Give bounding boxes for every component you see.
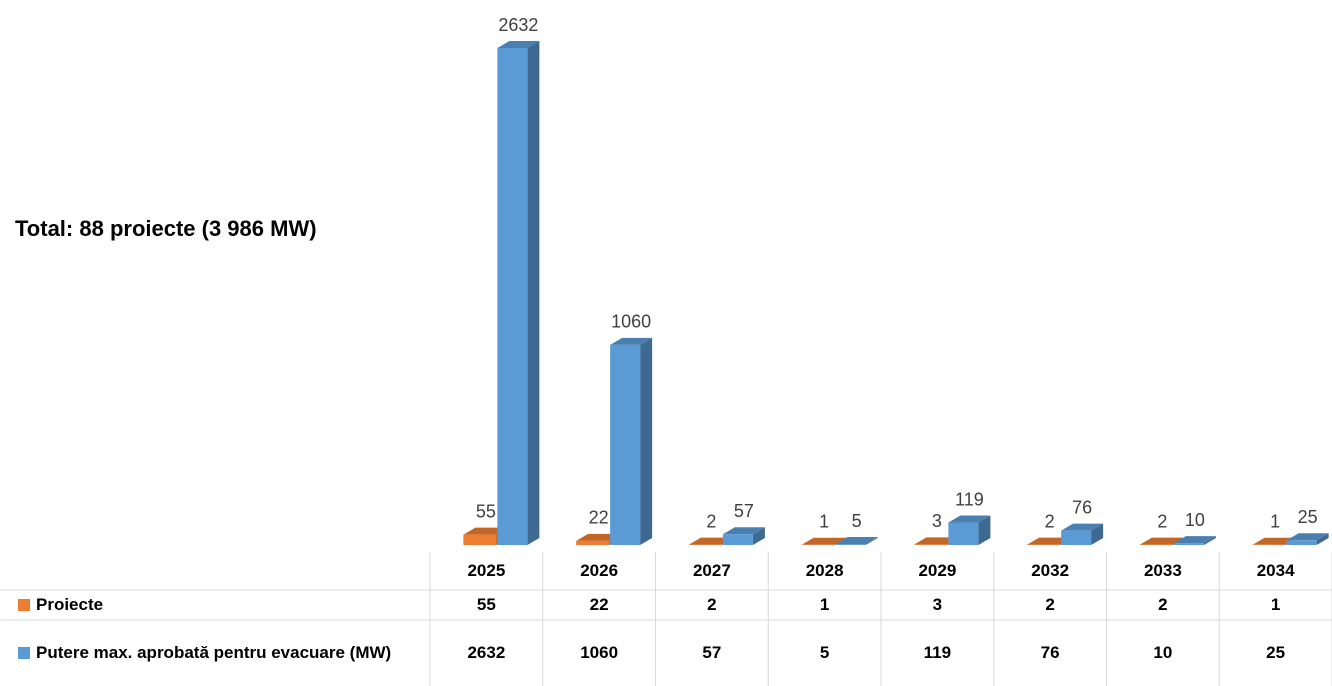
table-cell: 55 xyxy=(476,595,496,614)
data-label: 1 xyxy=(819,512,829,532)
legend-key xyxy=(18,599,30,611)
bar-side xyxy=(865,537,878,545)
bar xyxy=(1061,530,1092,545)
bar-top xyxy=(1027,537,1073,545)
data-label: 2 xyxy=(1045,511,1055,531)
bar-side xyxy=(752,527,765,545)
data-label: 1 xyxy=(1270,512,1280,532)
bar-top xyxy=(722,527,765,535)
data-label: 22 xyxy=(589,508,609,528)
data-label: 1060 xyxy=(611,312,651,332)
table-cell: 2 xyxy=(707,595,717,614)
legend-key xyxy=(18,647,30,659)
bar-side xyxy=(1091,523,1104,545)
bar-top xyxy=(1252,537,1298,545)
data-label: 57 xyxy=(734,501,754,521)
x-tick-label: 2027 xyxy=(692,561,731,580)
bar xyxy=(1173,543,1204,545)
bar-top xyxy=(1173,536,1216,544)
legend-entry: Proiecte xyxy=(0,590,430,620)
bar xyxy=(835,544,866,545)
bar-side xyxy=(640,337,653,545)
bar-top xyxy=(1061,523,1104,531)
bar-top xyxy=(1139,537,1185,545)
table-cell: 76 xyxy=(1040,643,1060,662)
data-label: 10 xyxy=(1185,510,1205,530)
x-tick-label: 2034 xyxy=(1256,561,1295,580)
bar xyxy=(576,540,610,545)
x-tick-label: 2028 xyxy=(805,561,844,580)
table-cell: 2 xyxy=(1045,595,1055,614)
table-cell: 1 xyxy=(819,595,830,614)
table-cell: 25 xyxy=(1266,643,1286,662)
bar-top xyxy=(497,41,540,48)
data-label: 25 xyxy=(1298,507,1318,527)
data-label: 5 xyxy=(852,511,862,531)
bar-side xyxy=(1316,533,1329,545)
bar-top xyxy=(688,537,734,545)
data-label: 76 xyxy=(1072,497,1092,517)
data-label: 2632 xyxy=(498,15,538,35)
bar-top xyxy=(576,533,622,541)
bar xyxy=(1286,540,1317,545)
x-tick-label: 2026 xyxy=(580,561,619,580)
bar-side xyxy=(1203,536,1216,545)
table-cell: 3 xyxy=(932,595,943,614)
data-label: 119 xyxy=(955,489,984,509)
table-cell: 1060 xyxy=(580,643,619,662)
bar xyxy=(497,48,528,545)
x-tick-label: 2025 xyxy=(467,561,506,580)
data-label: 55 xyxy=(476,501,496,521)
bar xyxy=(948,522,979,545)
table-cell: 1 xyxy=(1270,595,1281,614)
bar-top xyxy=(463,527,509,535)
annotation: Total: 88 proiecte (3 986 MW) xyxy=(15,216,317,241)
bar-side xyxy=(978,515,991,545)
bar-top xyxy=(610,337,653,345)
legend-label: Proiecte xyxy=(36,595,104,614)
bar-top xyxy=(1286,533,1329,541)
x-tick-label: 2029 xyxy=(918,561,957,580)
bar xyxy=(914,544,948,545)
bar-side xyxy=(527,41,540,545)
legend-entry: Putere max. aprobată pentru evacuare (MW… xyxy=(0,620,430,686)
bar xyxy=(463,534,497,545)
bar-top xyxy=(835,537,878,545)
bar xyxy=(610,344,641,545)
data-label: 3 xyxy=(932,511,942,531)
table-cell: 10 xyxy=(1153,643,1173,662)
x-tick-label: 2033 xyxy=(1143,561,1182,580)
x-tick-label: 2032 xyxy=(1031,561,1070,580)
table-cell: 22 xyxy=(589,595,609,614)
table-cell: 119 xyxy=(923,643,952,662)
data-label: 2 xyxy=(706,511,716,531)
bar-top xyxy=(801,537,847,545)
bar-top xyxy=(914,537,960,545)
bar-top xyxy=(948,515,991,523)
legend-label: Putere max. aprobată pentru evacuare (MW… xyxy=(36,643,392,662)
table-cell: 5 xyxy=(819,643,830,662)
bar xyxy=(722,534,753,545)
table-cell: 2632 xyxy=(467,643,506,662)
table-cell: 57 xyxy=(702,643,722,662)
data-label: 2 xyxy=(1157,511,1167,531)
table-cell: 2 xyxy=(1158,595,1168,614)
